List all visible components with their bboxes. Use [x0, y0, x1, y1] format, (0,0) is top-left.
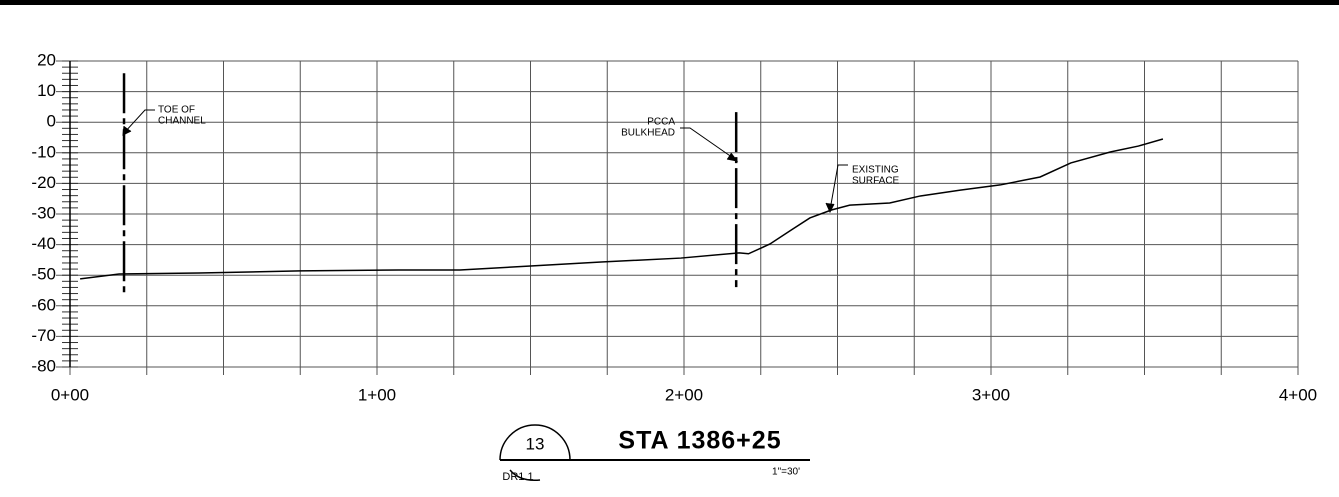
arrowhead	[825, 202, 835, 214]
x-tick-label: 2+00	[665, 385, 703, 404]
y-tick-label: 0	[47, 112, 56, 131]
annotation-label: CHANNEL	[158, 116, 206, 127]
y-tick-label: -80	[31, 356, 56, 375]
y-tick-label: 20	[37, 50, 56, 69]
top-border	[0, 0, 1339, 5]
leader	[123, 109, 155, 134]
annotation-label: EXISTING	[852, 165, 899, 176]
y-tick-label: -40	[31, 234, 56, 253]
annotation-label: PCCA	[647, 117, 675, 128]
annotation-label: BULKHEAD	[621, 128, 675, 139]
x-tick-label: 4+00	[1279, 385, 1317, 404]
y-tick-label: -30	[31, 203, 56, 222]
leader	[829, 164, 848, 211]
x-tick-label: 1+00	[358, 385, 396, 404]
surface-line	[80, 138, 1164, 280]
annotation-label: SURFACE	[852, 176, 900, 187]
arrowhead	[726, 152, 739, 162]
scale: 1"=30'	[772, 467, 800, 478]
y-tick-label: -60	[31, 295, 56, 314]
chart-title: STA 1386+25	[618, 427, 781, 455]
detail-number: 13	[526, 434, 545, 453]
y-tick-label: -70	[31, 326, 56, 345]
leader	[680, 127, 737, 161]
y-tick-label: -50	[31, 265, 56, 284]
x-tick-label: 3+00	[972, 385, 1010, 404]
sheet-ref: DR1.1	[502, 471, 533, 483]
arrowhead	[122, 125, 132, 136]
y-tick-label: 10	[37, 81, 56, 100]
plot: 0+00 1+00 2+00 3+00 4+00 20 10 0 -10 -20 -30 -40 -50…	[31, 50, 1317, 404]
y-tick-label: -10	[31, 142, 56, 161]
detail-bubble	[499, 424, 571, 461]
detail-bubble-lower	[509, 469, 541, 482]
y-tick-label: -20	[31, 173, 56, 192]
x-tick-label: 0+00	[51, 385, 89, 404]
annotation-label: TOE OF	[158, 105, 195, 116]
